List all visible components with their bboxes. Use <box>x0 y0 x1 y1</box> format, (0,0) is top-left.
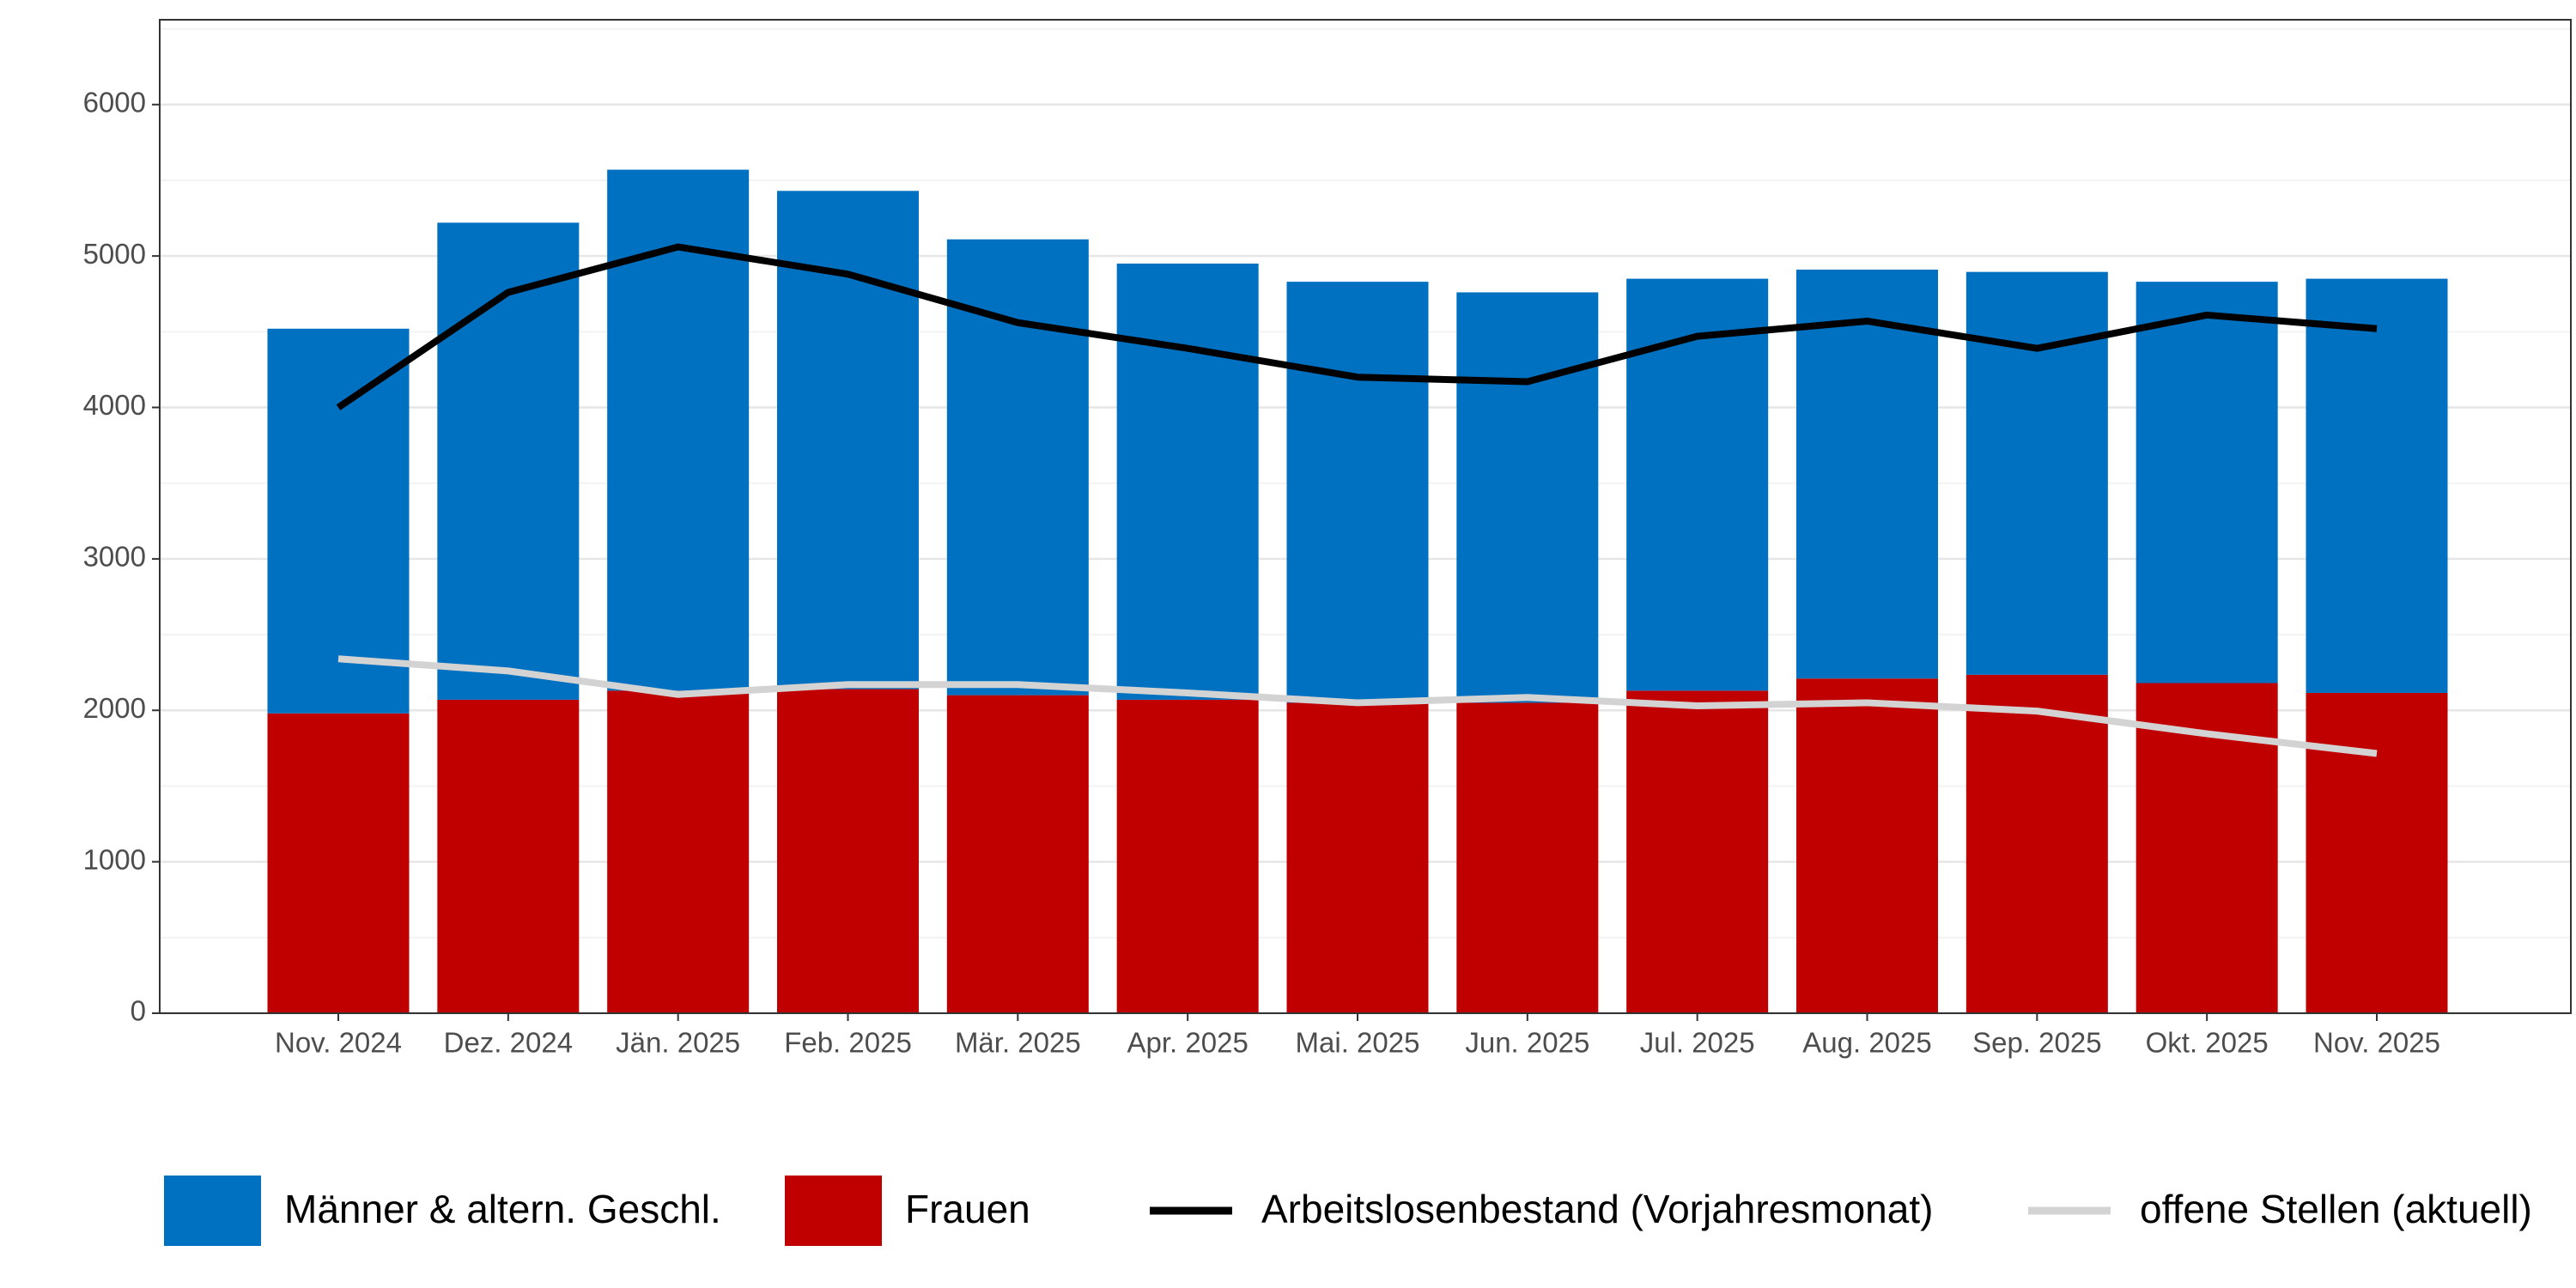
bar <box>2306 692 2448 1013</box>
y-tick-label: 5000 <box>83 238 146 270</box>
bar <box>1796 270 1938 679</box>
x-tick-label: Sep. 2025 <box>1972 1027 2101 1059</box>
bar <box>946 239 1089 696</box>
bar <box>437 222 580 700</box>
bar <box>1626 278 1769 691</box>
bar <box>1286 702 1429 1013</box>
x-tick-label: Okt. 2025 <box>2146 1027 2269 1059</box>
bar <box>1626 690 1769 1013</box>
bar <box>946 695 1089 1013</box>
x-tick-label: Mai. 2025 <box>1296 1027 1420 1059</box>
x-tick-label: Jän. 2025 <box>616 1027 740 1059</box>
bar <box>607 690 750 1013</box>
y-tick-label: 1000 <box>83 843 146 875</box>
bar <box>2136 282 2278 683</box>
x-tick-label: Apr. 2025 <box>1127 1027 1249 1059</box>
bar <box>267 328 410 714</box>
line <box>336 243 2378 410</box>
legend-swatch <box>164 1176 261 1246</box>
bar <box>1456 702 1599 1013</box>
x-tick-label: Mär. 2025 <box>955 1027 1081 1059</box>
x-tick-label: Feb. 2025 <box>784 1027 912 1059</box>
bar <box>1796 678 1938 1013</box>
bar <box>1965 271 2108 675</box>
bar <box>2306 278 2448 693</box>
y-tick-label: 2000 <box>83 692 146 724</box>
y-tick-label: 0 <box>131 995 146 1027</box>
bar <box>1965 674 2108 1013</box>
y-tick-label: 4000 <box>83 389 146 421</box>
legend-label: Frauen <box>905 1187 1030 1231</box>
legend-swatch <box>785 1176 882 1246</box>
bar <box>777 689 919 1013</box>
y-tick-label: 3000 <box>83 541 146 573</box>
x-tick-label: Dez. 2024 <box>444 1027 573 1059</box>
y-tick-label: 6000 <box>83 86 146 118</box>
legend-label: offene Stellen (aktuell) <box>2140 1187 2532 1231</box>
x-tick-label: Nov. 2024 <box>275 1027 402 1059</box>
x-tick-label: Aug. 2025 <box>1802 1027 1931 1059</box>
x-tick-label: Jun. 2025 <box>1465 1027 1589 1059</box>
x-tick-label: Nov. 2025 <box>2313 1027 2440 1059</box>
legend-label: Männer & altern. Geschl. <box>284 1187 721 1231</box>
bar <box>1116 263 1259 700</box>
legend-label: Arbeitslosenbestand (Vorjahresmonat) <box>1261 1187 1933 1231</box>
x-tick-label: Jul. 2025 <box>1640 1027 1755 1059</box>
bar <box>1116 699 1259 1013</box>
line <box>337 655 2378 757</box>
bar <box>267 713 410 1013</box>
panel-border <box>159 19 2572 1014</box>
bar <box>437 699 580 1013</box>
bar <box>1286 282 1429 703</box>
bar <box>1456 292 1599 703</box>
